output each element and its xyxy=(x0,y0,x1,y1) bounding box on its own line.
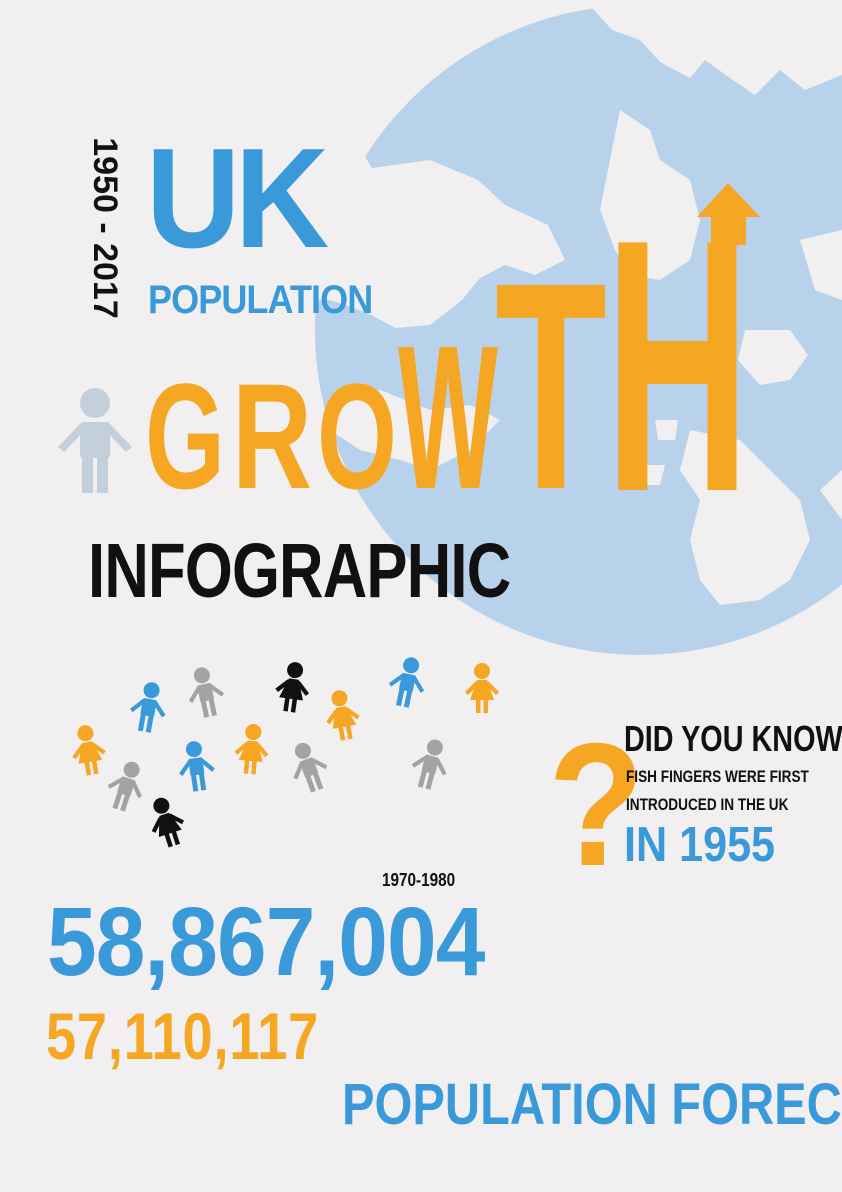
person-icon xyxy=(232,722,271,776)
person-icon xyxy=(142,792,191,851)
person-icon xyxy=(126,679,171,735)
person-icon xyxy=(272,659,314,715)
growth-letter-w: W xyxy=(398,303,498,532)
forecast-label: POPULATION FORECAST xyxy=(342,1072,842,1137)
fact-line-2: INTRODUCED IN THE UK xyxy=(626,795,789,814)
question-mark-icon: ? xyxy=(548,708,645,903)
person-icon xyxy=(67,722,110,778)
population-orange: 57,110,117 xyxy=(46,999,320,1073)
fact-heading: DID YOU KNOW xyxy=(624,718,842,759)
person-icon xyxy=(182,663,229,721)
person-icon xyxy=(101,756,152,816)
fact-line-1: FISH FINGERS WERE FIRST xyxy=(626,767,809,786)
person-icon xyxy=(174,738,218,794)
growth-letter-t: T xyxy=(495,221,607,551)
fact-year: IN 1955 xyxy=(624,818,776,872)
growth-letter-g: G xyxy=(145,352,225,520)
person-icon xyxy=(384,653,431,711)
country-title: UK xyxy=(146,119,329,278)
stat-period: 1970-1980 xyxy=(382,870,456,890)
growth-letter-r: R xyxy=(232,352,312,520)
person-icon xyxy=(321,687,364,743)
population-blue: 58,867,004 xyxy=(47,887,485,996)
growth-letter-o: O xyxy=(317,352,397,520)
person-icon xyxy=(465,663,499,713)
person-icon xyxy=(406,735,455,793)
infographic-title: INFOGRAPHIC xyxy=(88,528,511,614)
subject-title: POPULATION xyxy=(148,278,373,322)
person-icon xyxy=(283,737,335,797)
growth-letter-h: H xyxy=(605,165,750,567)
year-range: 1950 - 2017 xyxy=(86,137,124,319)
